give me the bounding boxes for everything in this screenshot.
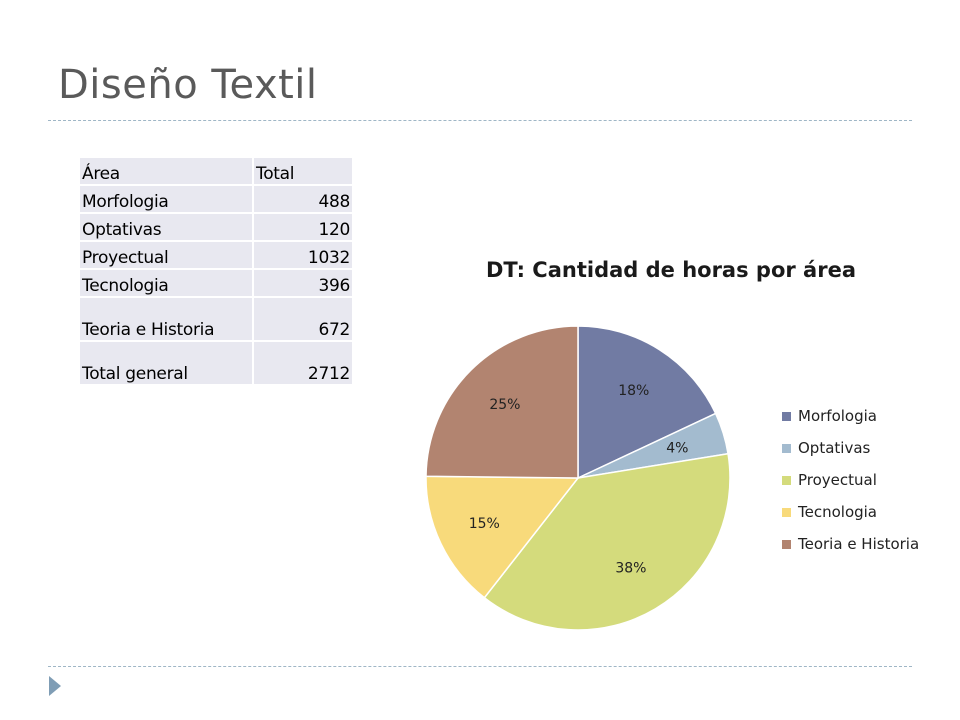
table-row: Morfologia 488 bbox=[78, 184, 354, 214]
table-row: Optativas 120 bbox=[78, 212, 354, 242]
legend-swatch bbox=[782, 443, 791, 453]
pie-slice-morfologia bbox=[577, 325, 717, 480]
table-cell-total: 2712 bbox=[252, 340, 354, 386]
chart-title: DT: Cantidad de horas por área bbox=[485, 258, 856, 282]
data-table: Área Total Morfologia 488 Optativas 120 … bbox=[78, 156, 354, 386]
table-cell-total: 672 bbox=[252, 296, 354, 342]
table-row: Proyectual 1032 bbox=[78, 240, 354, 270]
pie-slice-proyectual bbox=[483, 452, 731, 631]
legend-item: Tecnologia bbox=[782, 496, 919, 528]
pie-slice-tecnologia bbox=[425, 475, 580, 599]
legend-label: Optativas bbox=[798, 439, 871, 457]
table-cell-area: Teoria e Historia bbox=[78, 296, 254, 342]
table-header-total: Total bbox=[252, 156, 354, 186]
legend-label: Proyectual bbox=[798, 471, 877, 489]
table-row: Tecnologia 396 bbox=[78, 268, 354, 298]
pie-data-label: 38% bbox=[615, 561, 646, 577]
pie-slice-teoria-e-historia bbox=[425, 325, 579, 479]
pie-data-label: 18% bbox=[618, 383, 649, 399]
table-cell-area: Tecnologia bbox=[78, 268, 254, 298]
table-cell-area: Optativas bbox=[78, 212, 254, 242]
table-cell-area: Total general bbox=[78, 340, 254, 386]
legend-item: Teoria e Historia bbox=[782, 528, 919, 560]
legend-item: Optativas bbox=[782, 432, 919, 464]
slide-title: Diseño Textil bbox=[58, 62, 318, 108]
table-cell-area: Morfologia bbox=[78, 184, 254, 214]
table-row: Teoria e Historia 672 bbox=[78, 296, 354, 342]
title-divider bbox=[48, 120, 912, 121]
legend-swatch bbox=[782, 411, 791, 421]
legend-label: Morfologia bbox=[798, 407, 877, 425]
table-header-row: Área Total bbox=[78, 156, 354, 186]
legend-label: Teoria e Historia bbox=[798, 535, 920, 553]
legend-swatch bbox=[782, 507, 791, 517]
table-cell-area: Proyectual bbox=[78, 240, 254, 270]
footer-divider bbox=[48, 666, 912, 667]
table-cell-total: 396 bbox=[252, 268, 354, 298]
pie-data-label: 4% bbox=[666, 440, 688, 456]
table-cell-total: 488 bbox=[252, 184, 354, 214]
table-header-area: Área bbox=[78, 156, 254, 186]
slide-bullet-icon bbox=[49, 676, 61, 696]
legend-swatch bbox=[782, 539, 791, 549]
table-total-row: Total general 2712 bbox=[78, 340, 354, 386]
table-cell-total: 1032 bbox=[252, 240, 354, 270]
pie-data-label: 15% bbox=[469, 516, 500, 532]
legend-label: Tecnologia bbox=[798, 503, 877, 521]
legend-swatch bbox=[782, 475, 791, 485]
legend-item: Proyectual bbox=[782, 464, 919, 496]
legend-item: Morfologia bbox=[782, 400, 919, 432]
chart-legend: Morfologia Optativas Proyectual Tecnologia T… bbox=[782, 400, 919, 560]
pie-data-label: 25% bbox=[489, 397, 520, 413]
table-cell-total: 120 bbox=[252, 212, 354, 242]
